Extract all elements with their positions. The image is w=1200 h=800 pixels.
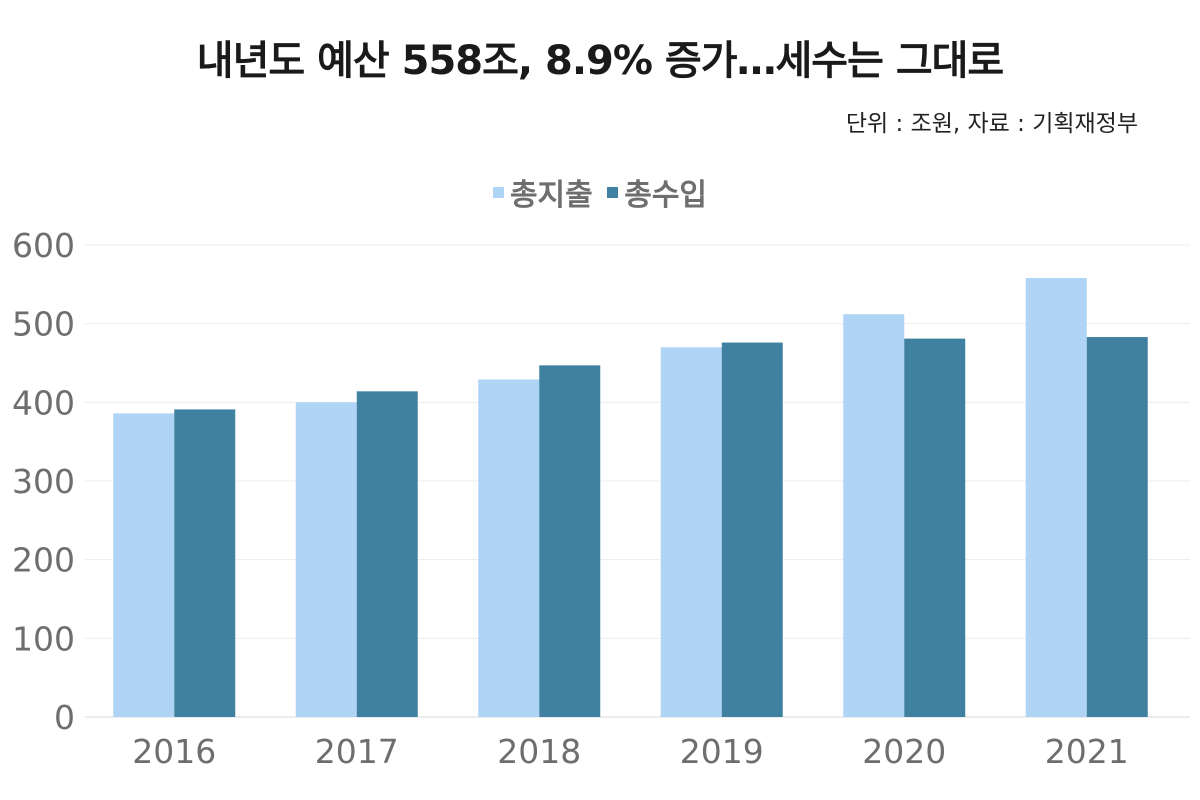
bar-2021-총수입 — [1086, 337, 1148, 717]
legend-item-total-expenditure: 총지출 — [492, 170, 593, 214]
x-tick-label: 2017 — [315, 732, 399, 771]
chart-subtitle: 단위 : 조원, 자료 : 기획재정부 — [845, 111, 1138, 137]
y-tick-label: 0 — [54, 698, 75, 737]
y-tick-label: 100 — [12, 619, 75, 658]
bar-2019-총지출 — [660, 347, 722, 717]
y-tick-label: 200 — [12, 541, 75, 580]
bar-2016-총수입 — [174, 409, 236, 717]
bar-2017-총지출 — [295, 402, 357, 717]
x-tick-label: 2018 — [497, 732, 581, 771]
y-tick-label: 600 — [12, 226, 75, 265]
x-tick-label: 2020 — [862, 732, 946, 771]
bar-2021-총지출 — [1025, 278, 1087, 717]
x-tick-label: 2021 — [1045, 732, 1129, 771]
y-tick-label: 400 — [12, 383, 75, 422]
bar-2018-총지출 — [478, 379, 540, 717]
x-tick-label: 2019 — [680, 732, 764, 771]
bar-2017-총수입 — [356, 391, 418, 717]
bar-2016-총지출 — [113, 413, 175, 717]
bar-2020-총수입 — [904, 338, 966, 717]
legend-item-total-revenue: 총수입 — [607, 170, 707, 214]
legend-label: 총지출 — [509, 178, 593, 213]
bar-2020-총지출 — [843, 314, 905, 717]
legend-swatch — [492, 186, 504, 198]
legend: 총지출 총수입 — [0, 170, 1200, 214]
chart-title: 내년도 예산 558조, 8.9% 증가…세수는 그대로 — [196, 38, 1004, 84]
bar-2018-총수입 — [539, 365, 601, 717]
legend-swatch — [607, 186, 619, 198]
bar-2019-총수입 — [721, 342, 783, 717]
y-tick-label: 300 — [12, 462, 75, 501]
legend-label: 총수입 — [624, 178, 708, 213]
x-tick-label: 2016 — [132, 732, 216, 771]
y-tick-label: 500 — [12, 305, 75, 344]
